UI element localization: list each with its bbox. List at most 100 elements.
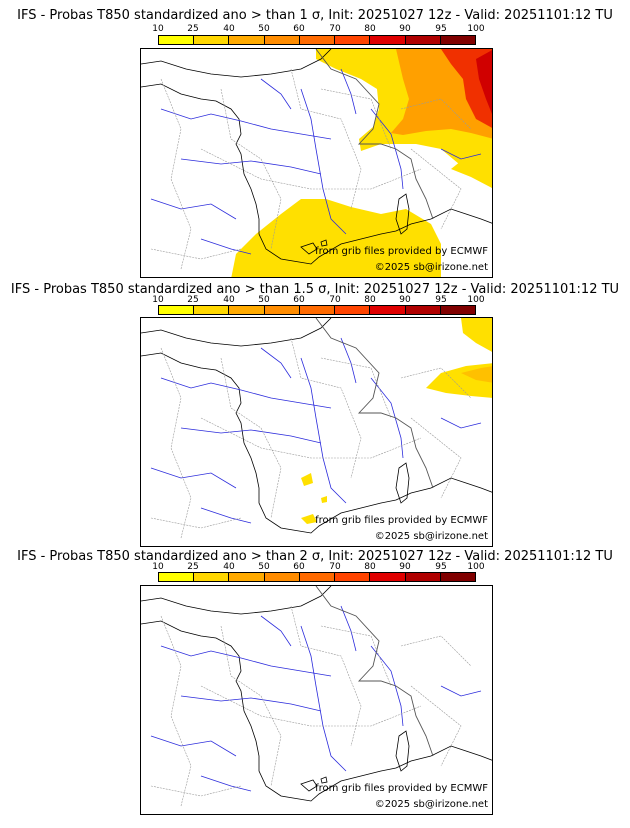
scale-tick: 50	[258, 562, 270, 572]
admin-borders	[150, 68, 472, 270]
scale-tick: 50	[258, 24, 270, 34]
scale-swatch	[405, 36, 441, 44]
map-graphic	[141, 318, 492, 539]
probability-map: from grib files provided by ECMWF ©2025 …	[140, 585, 493, 815]
prob-area-yellow-small	[301, 473, 327, 524]
scale-swatch	[159, 573, 195, 581]
island-baleares	[300, 239, 328, 255]
scale-swatch	[229, 36, 265, 44]
scale-tick: 80	[364, 295, 376, 305]
map-title: IFS - Probas T850 standardized ano > tha…	[17, 8, 613, 23]
scale-swatch	[335, 36, 371, 44]
scale-swatch	[159, 36, 195, 44]
scale-swatch	[229, 573, 265, 581]
scale-tick: 90	[399, 295, 411, 305]
probability-map: from grib files provided by ECMWF ©2025 …	[140, 48, 493, 278]
source-note: from grib files provided by ECMWF	[315, 515, 488, 526]
scale-tick: 40	[223, 295, 235, 305]
scale-swatch	[405, 573, 441, 581]
scale-tick: 95	[435, 562, 447, 572]
scale-tick: 10	[152, 24, 164, 34]
probability-map: from grib files provided by ECMWF ©2025 …	[140, 317, 493, 547]
source-note: from grib files provided by ECMWF	[315, 246, 488, 257]
scale-swatch	[229, 306, 265, 314]
color-scale-labels: 10 25 40 50 60 70 80 90 95 100	[140, 295, 490, 307]
scale-swatch	[194, 306, 230, 314]
map-title: IFS - Probas T850 standardized ano > tha…	[10, 282, 620, 297]
scale-swatch	[264, 573, 300, 581]
coastline-north	[141, 318, 332, 347]
color-scale-bar	[158, 305, 476, 315]
country-border	[315, 49, 434, 220]
scale-tick: 70	[329, 24, 341, 34]
color-scale-bar	[158, 572, 476, 582]
scale-swatch	[264, 36, 300, 44]
coastline	[141, 83, 492, 265]
scale-swatch	[335, 306, 371, 314]
scale-tick: 40	[223, 24, 235, 34]
map-graphic	[141, 586, 492, 807]
scale-tick: 90	[399, 24, 411, 34]
scale-tick: 40	[223, 562, 235, 572]
scale-tick: 90	[399, 562, 411, 572]
island-corsica	[395, 462, 410, 504]
rivers	[150, 605, 482, 792]
coastline	[141, 352, 492, 534]
coastline-north	[141, 49, 332, 78]
island-baleares	[300, 776, 328, 792]
admin-borders	[150, 337, 472, 539]
country-border	[315, 586, 434, 757]
scale-swatch	[335, 573, 371, 581]
scale-swatch	[299, 36, 336, 44]
color-scale-bar	[158, 35, 476, 45]
color-scale-labels: 10 25 40 50 60 70 80 90 95 100	[140, 24, 490, 36]
scale-tick: 50	[258, 295, 270, 305]
scale-swatch	[440, 306, 475, 314]
scale-tick: 100	[467, 295, 485, 305]
map-title: IFS - Probas T850 standardized ano > tha…	[17, 549, 613, 564]
prob-area-darkred	[476, 50, 492, 114]
scale-swatch	[299, 306, 336, 314]
scale-swatch	[264, 306, 300, 314]
island-corsica	[395, 193, 410, 235]
scale-tick: 95	[435, 24, 447, 34]
scale-tick: 60	[293, 24, 305, 34]
rivers	[150, 337, 482, 524]
scale-tick: 10	[152, 562, 164, 572]
scale-tick: 80	[364, 562, 376, 572]
copyright: ©2025 sb@irizone.net	[374, 262, 488, 273]
color-scale-labels: 10 25 40 50 60 70 80 90 95 100	[140, 562, 490, 574]
prob-area-orange-east	[461, 366, 492, 383]
scale-tick: 70	[329, 295, 341, 305]
scale-tick: 95	[435, 295, 447, 305]
scale-tick: 25	[187, 562, 199, 572]
admin-borders	[150, 605, 472, 807]
scale-tick: 25	[187, 24, 199, 34]
scale-swatch	[299, 573, 336, 581]
scale-swatch	[405, 306, 441, 314]
scale-tick: 10	[152, 295, 164, 305]
scale-swatch	[194, 573, 230, 581]
island-corsica	[395, 730, 410, 772]
scale-tick: 60	[293, 295, 305, 305]
scale-tick: 25	[187, 295, 199, 305]
coastline	[141, 620, 492, 802]
scale-swatch	[194, 36, 230, 44]
scale-tick: 60	[293, 562, 305, 572]
scale-swatch	[159, 306, 195, 314]
coastline-north	[141, 586, 332, 615]
scale-tick: 80	[364, 24, 376, 34]
scale-swatch	[370, 36, 406, 44]
copyright: ©2025 sb@irizone.net	[374, 799, 488, 810]
scale-tick: 100	[467, 24, 485, 34]
scale-swatch	[440, 573, 475, 581]
country-border	[315, 318, 434, 489]
scale-tick: 70	[329, 562, 341, 572]
scale-tick: 100	[467, 562, 485, 572]
copyright: ©2025 sb@irizone.net	[374, 531, 488, 542]
scale-swatch	[370, 573, 406, 581]
source-note: from grib files provided by ECMWF	[315, 783, 488, 794]
scale-swatch	[370, 306, 406, 314]
prob-area-yellow-south	[231, 199, 441, 277]
prob-area-yellow-east	[451, 149, 492, 188]
